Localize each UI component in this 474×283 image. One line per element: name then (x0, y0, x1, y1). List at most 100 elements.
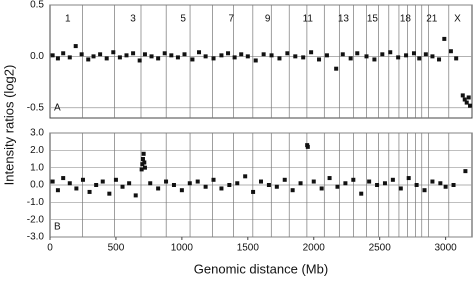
point (448, 49, 453, 54)
point (261, 52, 266, 57)
point (156, 186, 161, 191)
point (140, 157, 145, 161)
point (334, 66, 339, 71)
point (269, 53, 274, 58)
point (340, 52, 345, 57)
point (162, 51, 167, 56)
point (107, 191, 112, 196)
point (164, 179, 169, 184)
point (464, 100, 469, 105)
point (414, 183, 419, 187)
point (226, 51, 231, 56)
chromosome-label: 7 (229, 14, 235, 25)
point (50, 179, 55, 184)
point (211, 177, 216, 182)
point (298, 181, 303, 186)
point (137, 58, 142, 63)
point (61, 51, 66, 56)
point (142, 160, 147, 165)
point (259, 179, 263, 184)
y-axis-title: Intensity ratios (log2) (1, 65, 16, 186)
point (120, 184, 125, 189)
point (104, 56, 109, 61)
y-tick-label: -3.0 (27, 232, 45, 243)
point (285, 51, 290, 56)
x-axis-title: Genomic distance (Mb) (194, 261, 328, 276)
point (382, 181, 387, 186)
panel-label: B (54, 222, 61, 233)
point (468, 103, 473, 108)
point (277, 56, 282, 61)
point (80, 177, 85, 182)
chromosome-label: 13 (338, 14, 350, 25)
point (232, 55, 237, 60)
point (235, 181, 240, 186)
point (245, 54, 250, 59)
chromosome-label: X (454, 14, 461, 25)
point (253, 58, 258, 63)
point (98, 52, 103, 57)
point (372, 57, 377, 62)
chromosome-label: 9 (265, 14, 271, 25)
point (442, 36, 447, 41)
point (305, 144, 310, 149)
point (293, 54, 298, 59)
chromosome-label: 15 (367, 14, 379, 25)
point (197, 50, 202, 55)
point (266, 183, 271, 187)
x-tick-label: 2500 (369, 243, 392, 254)
x-tick-label: 3000 (435, 243, 458, 254)
point (187, 181, 192, 186)
y-tick-label: 0.0 (30, 180, 44, 191)
chromosome-label: 11 (303, 14, 314, 25)
point (175, 55, 180, 60)
point (324, 53, 329, 58)
x-tick-label: 1500 (237, 243, 260, 254)
point (182, 52, 187, 57)
point (411, 51, 416, 56)
y-tick-label: -1.0 (27, 197, 45, 208)
point (171, 183, 176, 187)
point (462, 97, 467, 102)
point (148, 181, 153, 186)
point (61, 176, 66, 181)
y-tick-label: 0.5 (30, 0, 44, 11)
point (460, 93, 465, 98)
point (396, 55, 401, 60)
point (390, 177, 395, 182)
point (211, 56, 216, 61)
point (67, 181, 72, 186)
point (380, 52, 385, 57)
point (451, 183, 456, 187)
point (359, 191, 364, 196)
point (355, 51, 360, 56)
point (141, 151, 146, 156)
point (139, 167, 144, 172)
point (274, 184, 279, 189)
point (375, 183, 380, 187)
x-tick-label: 500 (108, 243, 125, 254)
point (348, 56, 353, 61)
point (319, 186, 324, 191)
point (179, 188, 184, 193)
point (133, 193, 138, 198)
point (73, 44, 78, 49)
y-tick-label: 0.0 (30, 51, 44, 62)
point (55, 56, 60, 61)
point (335, 184, 340, 189)
point (203, 184, 208, 189)
point (169, 53, 174, 58)
chromosome-label: 1 (65, 14, 71, 25)
chromosome-label: 3 (130, 14, 136, 25)
point (203, 54, 208, 59)
point (149, 54, 154, 59)
point (364, 54, 369, 59)
x-tick-label: 1000 (171, 243, 194, 254)
y-tick-label: 2.0 (30, 145, 44, 156)
x-tick-label: 0 (47, 243, 53, 254)
point (454, 56, 459, 61)
point (239, 52, 244, 57)
chromosome-label: 5 (180, 14, 186, 25)
point (430, 54, 435, 59)
